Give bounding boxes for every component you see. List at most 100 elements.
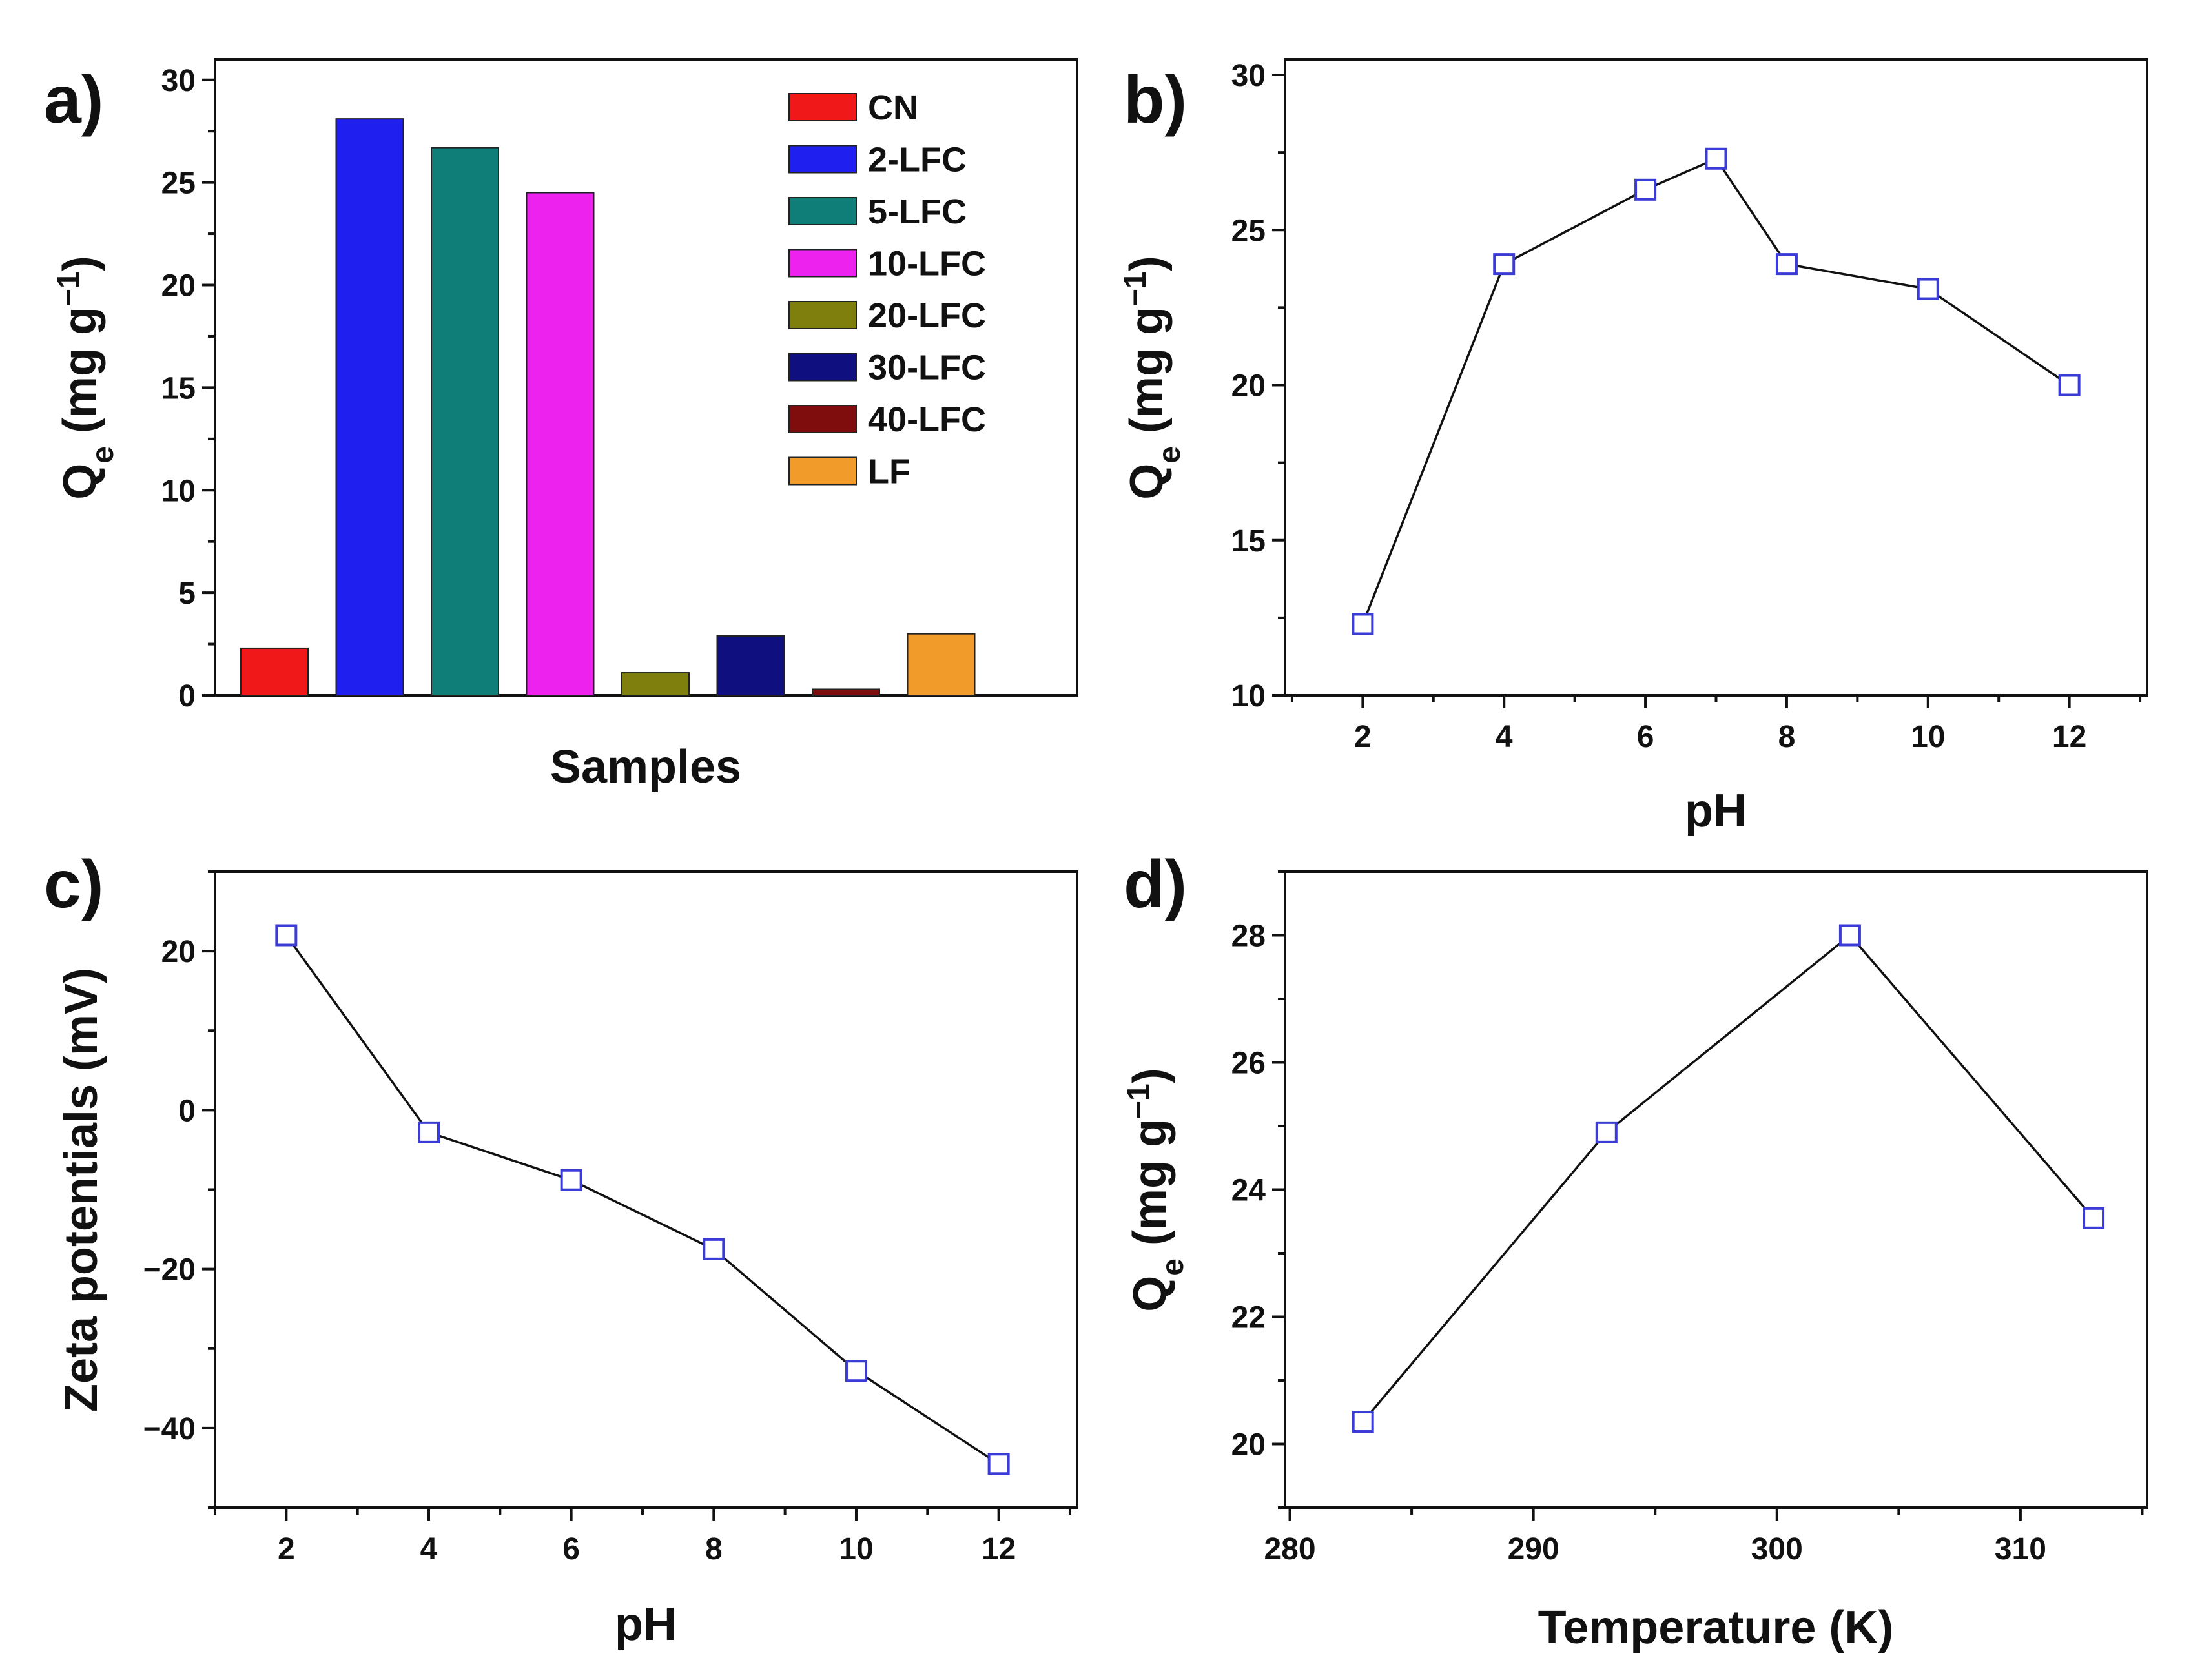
panel-c-x-tick-label: 6	[562, 1532, 580, 1566]
panel-d-y-tick-label: 24	[1231, 1174, 1266, 1208]
panel-c-line-chart: c) 2 4 6 8 10 12 −40 −20 0 20 pH Zeta potentials…	[44, 847, 1078, 1650]
panel-d-line-chart: d) 280 290 300 310 20 22 24 26 28 Temperature (…	[1122, 847, 2148, 1654]
panel-a-y-tick-label: 10	[161, 474, 196, 508]
legend-swatch-40-lfc	[788, 405, 857, 433]
panel-c-label: c)	[44, 847, 103, 922]
legend-label-cn: CN	[868, 88, 918, 127]
legend-swatch-5-lfc	[788, 197, 857, 225]
panel-d-data-point	[1352, 1411, 1374, 1433]
panel-b-y-tick-label: 10	[1231, 679, 1266, 713]
panel-c-x-tick-label: 2	[278, 1532, 295, 1566]
panel-d-x-tick-label: 290	[1508, 1532, 1559, 1566]
panel-c-data-point	[560, 1169, 582, 1191]
panel-b-y-axis-title: Qe (mg g−1)	[1118, 256, 1187, 499]
panel-c-y-tick-label: 20	[161, 935, 196, 969]
panel-b-data-point	[1493, 253, 1516, 276]
panel-b-data-point	[1634, 178, 1657, 201]
panel-a-y-tick-label: 25	[161, 167, 196, 201]
bar-cn	[240, 647, 309, 697]
panel-d-series	[1352, 924, 2105, 1433]
panel-a-x-axis-title: Samples	[550, 741, 741, 793]
bar-30-lfc	[716, 635, 785, 697]
panel-b-x-tick-label: 6	[1637, 720, 1654, 754]
legend-swatch-lf	[788, 456, 857, 486]
panel-b-x-tick-label: 4	[1496, 720, 1513, 754]
panel-b-label: b)	[1124, 63, 1187, 138]
legend-label-lf: LF	[868, 453, 910, 491]
legend-swatch-30-lfc	[788, 353, 857, 382]
legend-swatch-10-lfc	[788, 249, 857, 278]
bar-10-lfc	[526, 192, 595, 696]
legend-label-5-lfc: 5-LFC	[868, 192, 967, 231]
panel-d-y-axis: 20 22 24 26 28	[1231, 870, 1285, 1509]
bar-lf	[907, 633, 976, 697]
panel-d-data-point	[1838, 924, 1861, 947]
legend-swatch-cn	[788, 93, 857, 121]
legend-swatch-20-lfc	[788, 301, 857, 329]
panel-c-y-tick-label: 0	[178, 1094, 196, 1128]
panel-b-series	[1352, 147, 2081, 635]
panel-a-bar-chart: a) 0 5 10 15 20 25 30 CN 2-LFC 5-LFC 10-LFC 20-LFC…	[44, 58, 1078, 793]
panel-d-x-tick-label: 310	[1995, 1532, 2046, 1566]
panel-d-data-point	[1595, 1121, 1618, 1143]
panel-c-data-point	[987, 1453, 1010, 1475]
panel-b-data-point	[1705, 147, 1727, 170]
panel-c-x-axis-title: pH	[615, 1599, 677, 1650]
panel-b-y-axis: 10 15 20 25 30	[1231, 59, 1285, 713]
panel-d-x-axis: 280 290 300 310	[1264, 1508, 2144, 1566]
panel-b-y-tick-label: 30	[1231, 59, 1266, 93]
panel-b-y-tick-label: 15	[1231, 524, 1266, 558]
panel-c-data-point	[703, 1238, 725, 1260]
panel-b-x-tick-label: 2	[1354, 720, 1372, 754]
bar-40-lfc	[812, 688, 880, 697]
legend-label-40-lfc: 40-LFC	[868, 400, 986, 439]
panel-d-y-tick-label: 20	[1231, 1428, 1266, 1462]
bar-20-lfc	[621, 672, 690, 696]
panel-b-data-point	[2058, 374, 2081, 396]
panel-b-y-tick-label: 25	[1231, 214, 1266, 248]
panel-d-label: d)	[1124, 847, 1187, 922]
panel-a-legend: CN 2-LFC 5-LFC 10-LFC 20-LFC 30-LFC 40-LFC LF	[788, 88, 986, 491]
legend-label-10-lfc: 10-LFC	[868, 245, 986, 283]
panel-d-x-tick-label: 280	[1264, 1532, 1315, 1566]
panel-c-y-tick-label: −40	[143, 1412, 196, 1446]
panel-c-data-point	[275, 924, 298, 947]
panel-a-y-tick-label: 0	[178, 679, 196, 713]
panel-c-x-tick-label: 4	[420, 1532, 438, 1566]
panel-d-y-axis-title: Qe (mg g−1)	[1122, 1068, 1190, 1311]
panel-c-y-axis: −40 −20 0 20	[143, 870, 215, 1509]
panel-c-data-point	[417, 1121, 440, 1143]
panel-b-x-axis: 2 4 6 8 10 12	[1290, 695, 2142, 754]
panel-b-x-tick-label: 8	[1778, 720, 1796, 754]
panel-a-y-tick-label: 5	[178, 577, 196, 611]
panel-b-data-point	[1775, 253, 1798, 276]
panel-c-y-tick-label: −20	[143, 1253, 196, 1287]
panel-d-data-point	[2083, 1207, 2105, 1229]
panel-c-y-axis-title: Zeta potentials (mV)	[56, 968, 107, 1412]
bar-2-lfc	[335, 118, 404, 697]
panel-d-x-axis-title: Temperature (K)	[1538, 1602, 1894, 1654]
panel-b-y-tick-label: 20	[1231, 369, 1266, 404]
panel-d-y-tick-label: 26	[1231, 1047, 1266, 1081]
panel-a-y-tick-label: 20	[161, 269, 196, 303]
panel-d-x-tick-label: 300	[1751, 1532, 1803, 1566]
panel-c-x-tick-label: 12	[982, 1532, 1016, 1566]
panel-b-line-chart: b) 2 4 6 8 10 12 10 15 20 25 30 pH Qe (mg g−1)	[1118, 58, 2148, 837]
panel-a-bars	[240, 118, 976, 697]
panel-c-data-point	[845, 1360, 867, 1382]
panel-d-y-tick-label: 28	[1231, 919, 1266, 954]
panel-c-x-tick-label: 10	[839, 1532, 873, 1566]
bar-5-lfc	[431, 147, 499, 696]
panel-b-data-point	[1917, 278, 1939, 300]
panel-b-x-tick-label: 10	[1911, 720, 1945, 754]
panel-a-y-tick-label: 30	[161, 64, 196, 98]
panel-b-x-axis-title: pH	[1685, 785, 1747, 837]
panel-c-series-line	[285, 934, 1000, 1465]
panel-d-y-tick-label: 22	[1231, 1301, 1266, 1335]
panel-b-data-point	[1352, 613, 1374, 635]
legend-label-30-lfc: 30-LFC	[868, 349, 986, 387]
panel-c-series	[275, 924, 1010, 1475]
panel-c-x-tick-label: 8	[705, 1532, 723, 1566]
panel-c-x-axis: 2 4 6 8 10 12	[214, 1508, 1071, 1566]
